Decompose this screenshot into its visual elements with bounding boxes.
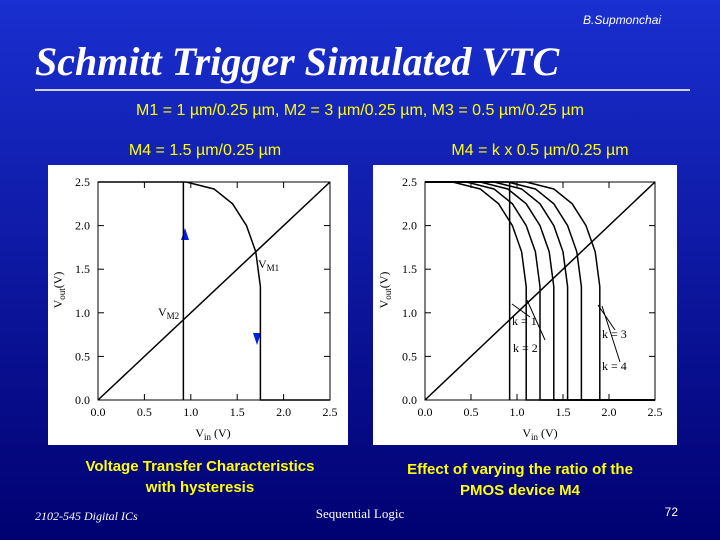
vtc-line [98,181,330,401]
pointer [597,304,616,331]
chart: Vin (V) Vout(V) VM1 VM2 0.00.51.01.52.02… [51,175,338,442]
caption: with hysteresis [145,479,254,496]
annotation-subscript: M2 [167,311,180,321]
y-tick-label: 0.5 [75,349,90,363]
annotation: k = 4 [602,359,627,373]
y-label-unit: (V) [51,272,65,289]
x-tick-label: 2.5 [648,405,663,419]
x-tick-label: 0.5 [464,405,479,419]
x-label-symbol: V [522,426,531,440]
vtc-line [425,181,655,401]
vtc-line [97,181,331,401]
vtc-line [425,181,655,401]
page-number: 72 [665,505,679,519]
caption: Effect of varying the ratio of the [407,461,633,478]
y-tick-label: 1.5 [75,262,90,276]
y-tick-label: 2.0 [402,219,417,233]
y-tick-label: 0.5 [402,349,417,363]
x-tick-label: 0.0 [91,405,106,419]
slide-title: Schmitt Trigger Simulated VTC [35,39,560,84]
vtc-line [425,181,655,401]
y-tick-label: 1.0 [75,306,90,320]
y-label-symbol: V [377,299,391,308]
author: B.Supmonchai [583,13,661,27]
x-tick-label: 1.0 [183,405,198,419]
caption: PMOS device M4 [460,482,581,499]
y-label-subscript: out [383,288,393,300]
y-tick-label: 1.5 [402,262,417,276]
x-label-subscript: in [531,432,539,442]
x-tick-label: 2.0 [276,405,291,419]
x-axis-label: Vin (V) [522,426,557,442]
annotation: VM1 [258,257,279,273]
footer-course: 2102-545 Digital ICs [35,509,138,523]
plot-frame [97,181,331,401]
x-tick-label: 0.5 [137,405,152,419]
x-label-unit: (V) [538,426,558,440]
chart-title: M4 = k x 0.5 µm/0.25 µm [451,142,628,159]
y-tick-label: 1.0 [402,306,417,320]
pointer [601,305,621,363]
y-tick-label: 0.0 [75,393,90,407]
x-label-symbol: V [195,426,204,440]
annotation: VM2 [158,305,179,321]
arrow [253,333,261,345]
y-tick-label: 2.5 [402,175,417,189]
vtc-line [425,181,655,401]
y-tick-label: 2.5 [75,175,90,189]
annotation-symbol: V [258,257,267,271]
y-axis-label: Vout(V) [377,272,393,309]
x-axis-label: Vin (V) [195,426,230,442]
y-tick-label: 2.0 [75,219,90,233]
vtc-line [425,181,655,401]
annotation: k = 1 [512,314,537,328]
x-tick-label: 2.5 [323,405,338,419]
subtitle: M1 = 1 µm/0.25 µm, M2 = 3 µm/0.25 µm, M3… [136,102,584,119]
caption: Voltage Transfer Characteristics [86,458,315,475]
y-label-unit: (V) [377,272,391,289]
footer-topic: Sequential Logic [316,506,405,521]
y-axis-label: Vout(V) [51,272,67,309]
chart-title: M4 = 1.5 µm/0.25 µm [129,142,281,159]
x-tick-label: 1.5 [230,405,245,419]
x-tick-label: 2.0 [602,405,617,419]
vtc-line [425,181,655,401]
y-label-symbol: V [51,299,65,308]
y-label-subscript: out [57,288,67,300]
x-label-subscript: in [204,432,212,442]
x-tick-label: 0.0 [418,405,433,419]
chart: Vin (V) Vout(V) k = 1 k = 2 k = 3 k = 4 … [377,175,663,442]
annotation-symbol: V [158,305,167,319]
x-label-unit: (V) [211,426,231,440]
x-tick-label: 1.5 [556,405,571,419]
y-tick-label: 0.0 [402,393,417,407]
pointer [511,303,531,318]
pointer [526,299,546,341]
annotation: k = 2 [513,341,538,355]
annotation-subscript: M1 [267,263,280,273]
annotation: k = 3 [602,327,627,341]
x-tick-label: 1.0 [510,405,525,419]
